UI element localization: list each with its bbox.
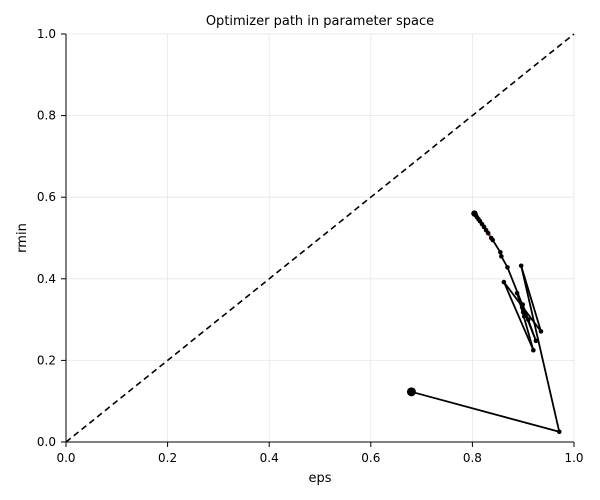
start-point	[406, 387, 416, 397]
y-tick-label: 0.4	[37, 272, 56, 286]
axes-layer	[65, 34, 574, 443]
path-point	[518, 263, 524, 269]
x-tick-label: 0.4	[260, 451, 279, 465]
chart-title: Optimizer path in parameter space	[206, 14, 434, 29]
optimizer-path-segment	[502, 281, 535, 352]
optimizer-path-segment	[516, 292, 535, 352]
path-point	[521, 314, 527, 319]
point-layer	[406, 210, 562, 435]
path-point	[514, 290, 520, 296]
path-point	[525, 317, 531, 322]
diagonal-reference-line	[65, 33, 575, 443]
y-tick-label: 1.0	[37, 27, 56, 41]
path-point	[498, 249, 503, 255]
path-point	[519, 305, 525, 310]
optimizer-path-segment	[410, 390, 561, 433]
optimizer-path-segment	[520, 264, 561, 433]
path-point	[556, 429, 562, 435]
x-tick-label: 0.2	[158, 451, 177, 465]
path-point	[488, 235, 494, 241]
path-point	[538, 329, 544, 334]
path-point	[499, 254, 504, 259]
end-point	[471, 210, 478, 217]
path-point	[533, 338, 539, 344]
tick-layer: 0.00.0 0.2 0.2 0.4 0.4 0.6 0.6 0.8 0.8 1.0 1.0	[37, 27, 584, 465]
x-tick-label: 1.0	[564, 451, 583, 465]
optimizer-path-segment	[491, 239, 502, 254]
x-tick-label: 0.8	[463, 451, 482, 465]
y-tick-label: 0.6	[37, 190, 56, 204]
x-tick-label: 0.0	[56, 451, 75, 465]
y-tick-label: 0.0	[37, 435, 56, 449]
x-tick-label: 0.6	[361, 451, 380, 465]
y-tick-label: 0.8	[37, 109, 56, 123]
path-point	[520, 309, 526, 315]
path-layer	[410, 212, 561, 433]
y-axis-label: rmin	[15, 223, 30, 253]
path-point	[505, 265, 510, 270]
y-tick-label: 0.2	[37, 353, 56, 367]
path-point	[531, 347, 536, 353]
reference-line-layer	[65, 33, 575, 443]
path-point	[501, 279, 507, 285]
optimizer-path-segment	[520, 264, 542, 333]
x-axis-label: eps	[308, 471, 331, 486]
